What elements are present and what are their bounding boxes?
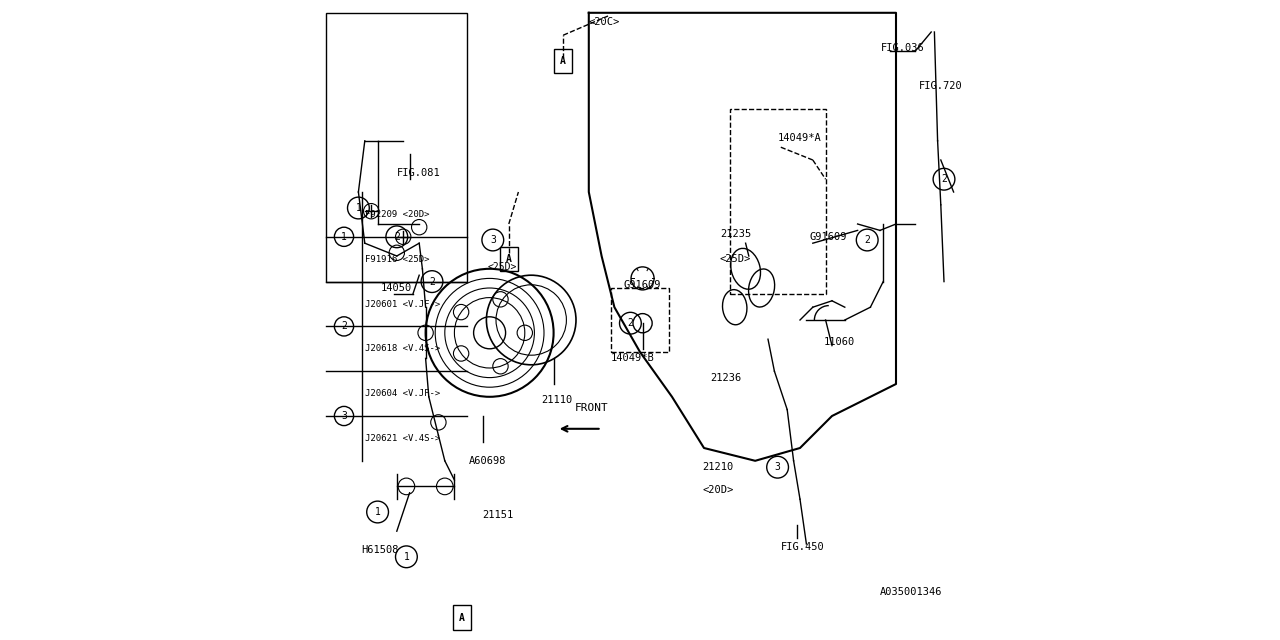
Text: G91609: G91609	[810, 232, 847, 242]
Text: 21110: 21110	[540, 395, 572, 405]
Text: J20601 <V.JF->: J20601 <V.JF->	[365, 300, 440, 308]
Text: FIG.450: FIG.450	[781, 542, 824, 552]
Text: FIG.720: FIG.720	[919, 81, 963, 92]
Text: 3: 3	[490, 235, 495, 245]
Text: 2: 2	[627, 318, 634, 328]
Text: A: A	[460, 612, 465, 623]
Text: 2: 2	[394, 232, 399, 242]
Text: <25D>: <25D>	[488, 262, 517, 273]
Bar	[453, 605, 471, 630]
Text: 21236: 21236	[710, 372, 741, 383]
Text: FIG.081: FIG.081	[397, 168, 440, 178]
Bar	[499, 247, 518, 271]
Text: 2: 2	[429, 276, 435, 287]
Text: 1: 1	[356, 203, 361, 213]
Text: A: A	[506, 254, 512, 264]
Text: <20D>: <20D>	[703, 484, 733, 495]
Text: A035001346: A035001346	[881, 587, 942, 597]
Text: 2: 2	[340, 321, 347, 332]
Text: H61508: H61508	[362, 545, 399, 556]
Bar	[612, 288, 669, 352]
Text: 21235: 21235	[719, 228, 751, 239]
Text: FRONT: FRONT	[575, 403, 609, 413]
Text: <25D>: <25D>	[719, 254, 751, 264]
Text: 1: 1	[340, 232, 347, 242]
Text: 2: 2	[864, 235, 870, 245]
Text: 3: 3	[774, 462, 781, 472]
Text: J20618 <V.4S->: J20618 <V.4S->	[365, 344, 440, 353]
Text: A: A	[561, 56, 566, 66]
Text: J20604 <V.JF->: J20604 <V.JF->	[365, 389, 440, 398]
Bar	[554, 49, 572, 73]
Text: G91609: G91609	[625, 280, 662, 290]
Text: F91916 <25D>: F91916 <25D>	[365, 255, 429, 264]
Text: 14049*B: 14049*B	[612, 353, 655, 364]
Text: 1: 1	[403, 552, 410, 562]
Text: 3: 3	[340, 411, 347, 421]
Text: FIG.036: FIG.036	[881, 43, 925, 53]
Text: J20621 <V.4S->: J20621 <V.4S->	[365, 434, 440, 443]
Text: <20C>: <20C>	[589, 17, 620, 28]
Text: 11060: 11060	[824, 337, 855, 348]
Text: 21210: 21210	[703, 462, 733, 472]
Bar	[326, 13, 467, 282]
Text: 1: 1	[375, 507, 380, 517]
Text: F92209 <20D>: F92209 <20D>	[365, 210, 429, 219]
Text: 14049*A: 14049*A	[777, 132, 822, 143]
Text: 14050: 14050	[381, 283, 412, 293]
Text: 21151: 21151	[483, 510, 513, 520]
Bar	[730, 109, 826, 294]
Text: A60698: A60698	[470, 456, 507, 466]
Text: 2: 2	[941, 174, 947, 184]
